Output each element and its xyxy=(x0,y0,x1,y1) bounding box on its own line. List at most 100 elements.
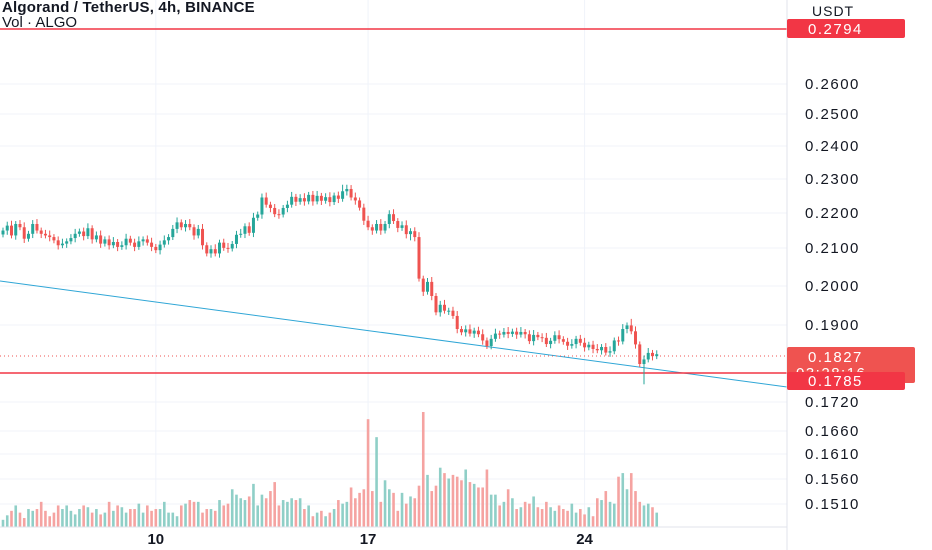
y-tick-label: 0.1510 xyxy=(805,496,860,513)
candle-body xyxy=(413,231,417,238)
volume-bar xyxy=(413,498,417,527)
volume-bar xyxy=(303,509,306,527)
candle-body xyxy=(400,225,404,228)
volume-bar xyxy=(133,509,136,527)
candle-body xyxy=(578,338,582,343)
support-price-badge: 0.1785 xyxy=(787,372,905,390)
candle-body xyxy=(285,204,289,208)
volume-bar xyxy=(604,491,608,527)
y-tick-label: 0.2300 xyxy=(805,171,860,188)
volume-bar xyxy=(438,467,442,527)
volume-bar xyxy=(192,501,196,527)
candle-body xyxy=(642,359,646,365)
volume-bar xyxy=(553,510,557,527)
candle-body xyxy=(409,231,413,235)
volume-bar xyxy=(281,500,285,527)
candle-body xyxy=(31,223,35,234)
candle-body xyxy=(116,241,120,247)
candle-body xyxy=(489,338,493,347)
volume-bar xyxy=(65,505,68,527)
volume-indicator-label[interactable]: Vol · ALGO xyxy=(2,14,78,31)
volume-bar xyxy=(103,512,107,527)
candle-body xyxy=(341,191,345,199)
candle-body xyxy=(133,242,137,247)
candle-body xyxy=(498,333,502,335)
volume-bar xyxy=(540,509,544,527)
volume-bar xyxy=(587,507,591,527)
volume-bar xyxy=(528,503,531,527)
volume-bar xyxy=(455,476,459,527)
volume-bar xyxy=(379,501,383,527)
volume-bar xyxy=(78,509,81,527)
volume-bar xyxy=(625,489,629,527)
volume-bar xyxy=(252,483,255,527)
candle-body xyxy=(421,278,425,292)
candle-body xyxy=(230,243,234,249)
candle-body xyxy=(69,238,73,242)
candle-body xyxy=(349,188,353,198)
time-axis[interactable]: 10 17 24 xyxy=(147,531,593,548)
candle-body xyxy=(260,197,264,215)
y-tick-label: 0.1610 xyxy=(805,446,860,463)
volume-bar xyxy=(52,512,56,527)
resistance-price-badge: 0.2794 xyxy=(787,19,905,38)
candle-body xyxy=(120,245,124,247)
volume-bar xyxy=(243,500,247,527)
candle-body xyxy=(256,214,260,218)
volume-bar xyxy=(557,505,561,527)
candle-body xyxy=(375,223,379,231)
candle-body xyxy=(604,347,608,353)
x-tick-label: 10 xyxy=(147,531,164,548)
candle-body xyxy=(485,340,489,347)
volume-bar xyxy=(82,505,85,527)
volume-bar xyxy=(31,510,35,527)
candlesticks xyxy=(1,184,659,385)
volume-bar xyxy=(213,510,217,527)
candle-body xyxy=(370,227,374,231)
volume-bar xyxy=(146,505,149,527)
volume-bar xyxy=(570,503,574,527)
y-tick-label: 0.2100 xyxy=(805,240,860,257)
trendline[interactable] xyxy=(0,280,788,388)
candle-body xyxy=(22,227,26,239)
volume-bar xyxy=(642,505,646,527)
volume-bar xyxy=(163,501,166,527)
volume-bar xyxy=(617,476,620,527)
candle-body xyxy=(442,304,446,311)
candle-body xyxy=(336,195,340,199)
volume-bar xyxy=(124,512,128,527)
volume-bar xyxy=(477,487,480,527)
volume-bar xyxy=(383,480,387,527)
volume-bar xyxy=(468,482,472,527)
candle-body xyxy=(612,340,616,352)
candle-body xyxy=(493,333,497,339)
candle-body xyxy=(264,197,268,205)
last-price-label: 0.1827 xyxy=(808,349,863,366)
volume-bar xyxy=(481,487,484,527)
candle-body xyxy=(404,225,408,235)
price-axis[interactable]: USDT 0.2600 0.2500 0.2400 0.2300 0.2200 0.210… xyxy=(805,3,860,513)
volume-bar xyxy=(345,501,349,527)
candle-body xyxy=(464,329,468,333)
candle-body xyxy=(209,249,213,254)
candle-body xyxy=(502,331,506,335)
volume-bar xyxy=(129,509,132,527)
y-tick-label: 0.1720 xyxy=(805,394,860,411)
volume-bar xyxy=(286,501,289,527)
candle-body xyxy=(35,223,39,231)
candle-body xyxy=(82,231,86,237)
candle-body xyxy=(332,195,336,203)
volume-bar xyxy=(298,498,302,527)
volume-bar xyxy=(400,492,404,527)
candle-body xyxy=(150,242,154,247)
volume-bar xyxy=(621,473,625,527)
candle-body xyxy=(583,342,587,348)
volume-bar xyxy=(18,512,22,527)
candle-body xyxy=(184,223,188,228)
candle-body xyxy=(171,228,175,238)
volume-bar xyxy=(341,503,344,527)
candle-body xyxy=(600,347,604,351)
candle-body xyxy=(557,335,561,340)
